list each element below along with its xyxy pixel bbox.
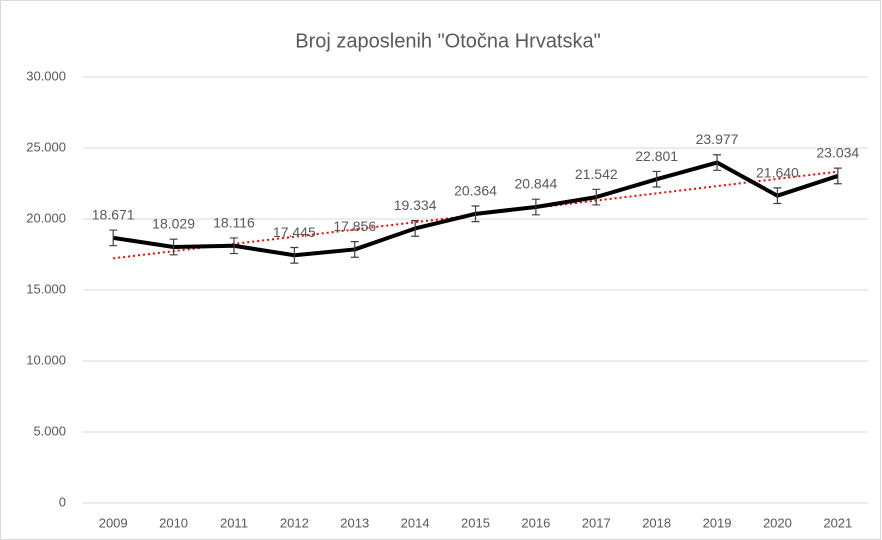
error-bar: [531, 198, 540, 216]
x-tick-label: 2009: [99, 515, 128, 530]
y-tick-label: 15.000: [26, 281, 66, 296]
x-tick-label: 2021: [823, 515, 852, 530]
error-bar: [290, 246, 299, 264]
x-tick-label: 2020: [763, 515, 792, 530]
x-tick-label: 2015: [461, 515, 490, 530]
y-tick-label: 20.000: [26, 210, 66, 225]
error-bar: [471, 205, 480, 223]
data-label: 23.034: [816, 145, 859, 161]
x-tick-label: 2017: [582, 515, 611, 530]
chart-title: Broj zaposlenih "Otočna Hrvatska": [295, 30, 600, 52]
x-tick-label: 2014: [401, 515, 430, 530]
data-label: 23.977: [696, 131, 739, 147]
data-label: 18.116: [213, 214, 255, 230]
x-tick-label: 2016: [521, 515, 550, 530]
error-bar: [109, 229, 118, 247]
x-tick-label: 2012: [280, 515, 309, 530]
x-tick-label: 2018: [642, 515, 671, 530]
data-label: 19.334: [394, 197, 437, 213]
error-bar: [713, 154, 722, 171]
data-label: 17.856: [333, 218, 376, 234]
data-label: 20.364: [454, 183, 497, 199]
error-bar: [833, 167, 842, 185]
error-bar: [229, 237, 238, 255]
x-tick-label: 2011: [220, 515, 248, 530]
x-tick-label: 2013: [340, 515, 369, 530]
error-bar: [652, 170, 661, 188]
error-bar: [773, 187, 782, 205]
error-bar: [592, 188, 601, 206]
data-label: 22.801: [635, 148, 678, 164]
x-tick-label: 2019: [703, 515, 732, 530]
error-bar: [411, 220, 420, 237]
data-label: 20.844: [514, 176, 557, 192]
x-tick-label: 2010: [159, 515, 188, 530]
y-tick-label: 5.000: [33, 423, 66, 438]
error-bar: [169, 238, 178, 256]
y-tick-label: 30.000: [26, 68, 66, 83]
data-label: 17.445: [273, 224, 316, 240]
data-label: 18.671: [92, 207, 135, 223]
y-tick-label: 10.000: [26, 352, 66, 367]
data-label: 21.640: [756, 164, 799, 180]
data-label: 18.029: [152, 216, 195, 232]
y-tick-label: 0: [59, 494, 66, 509]
data-label: 21.542: [575, 166, 618, 182]
error-bar: [350, 241, 359, 258]
y-tick-label: 25.000: [26, 139, 66, 154]
